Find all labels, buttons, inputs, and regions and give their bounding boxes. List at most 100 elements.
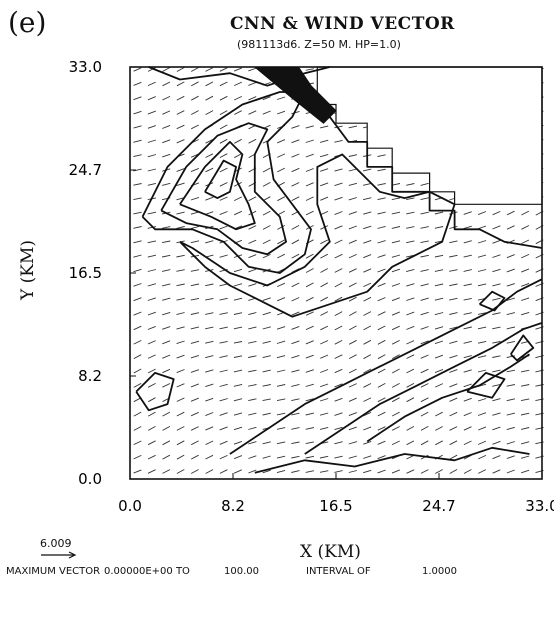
wind-vector: [463, 326, 472, 330]
wind-vector: [391, 383, 400, 388]
wind-vector: [176, 211, 185, 215]
wind-vector: [334, 168, 343, 172]
wind-vector: [334, 225, 343, 230]
wind-vector: [248, 426, 257, 430]
contour-se-low: [254, 446, 530, 474]
wind-vector: [133, 67, 142, 72]
wind-vector: [477, 369, 487, 373]
wind-vector: [506, 369, 515, 373]
wind-vector: [377, 282, 386, 287]
wind-vector: [305, 139, 314, 143]
wind-vector: [449, 340, 458, 344]
wind-vector: [348, 197, 358, 201]
wind-vector: [463, 469, 472, 474]
wind-vector: [377, 339, 386, 345]
wind-vector: [133, 283, 142, 287]
wind-vector: [521, 210, 530, 216]
wind-vector: [133, 139, 142, 143]
wind-vector: [377, 183, 386, 186]
wind-vector: [190, 326, 200, 330]
wind-vector: [435, 426, 443, 431]
wind-vector: [276, 441, 286, 445]
wind-vector: [233, 412, 243, 416]
wind-vector: [377, 368, 386, 374]
wind-vector: [449, 326, 458, 330]
wind-vector: [205, 397, 214, 402]
wind-vector: [348, 168, 358, 172]
wind-vector: [291, 354, 300, 359]
wind-vector: [406, 426, 415, 431]
wind-vector: [420, 340, 429, 345]
wind-vector: [363, 368, 372, 374]
wind-vector: [520, 441, 530, 445]
wind-vector: [492, 383, 501, 387]
wind-vector: [434, 297, 444, 301]
wind-vector: [176, 283, 185, 287]
wind-vector: [276, 469, 286, 474]
wind-vector: [162, 269, 171, 272]
wind-vector: [219, 81, 228, 87]
wind-vector: [205, 153, 214, 158]
wind-vector: [234, 95, 242, 101]
wind-vector: [305, 125, 314, 129]
wind-vector: [320, 239, 329, 245]
wind-vector: [133, 426, 142, 431]
wind-vector: [162, 368, 171, 374]
contour-nw-plume-inner: [179, 140, 256, 231]
wind-vector: [176, 67, 185, 72]
wind-vector: [219, 124, 228, 130]
wind-vector: [291, 340, 300, 345]
wind-vector: [521, 297, 530, 301]
wind-vector: [133, 368, 142, 374]
wind-vector: [233, 455, 243, 460]
wind-vector: [420, 354, 429, 359]
wind-vector: [377, 297, 386, 302]
wind-vector: [520, 427, 530, 430]
wind-vector: [176, 397, 185, 402]
wind-vector: [219, 283, 228, 287]
wind-vector: [377, 225, 386, 229]
wind-vector: [305, 383, 314, 387]
wind-vector: [477, 412, 487, 416]
wind-vector: [406, 226, 415, 229]
wind-vector: [219, 225, 228, 230]
wind-vector: [521, 225, 530, 230]
wind-vector: [406, 397, 415, 403]
wind-vector: [334, 397, 343, 402]
wind-vector: [463, 355, 472, 359]
wind-vector: [334, 268, 343, 273]
wind-vector: [348, 296, 357, 302]
x-tick-label: 33.0: [525, 497, 554, 515]
wind-vector: [520, 455, 530, 459]
wind-vector: [248, 96, 257, 101]
wind-vector: [363, 440, 372, 445]
wind-vector: [262, 441, 271, 445]
wind-vector: [176, 411, 185, 417]
wind-vector: [248, 326, 257, 330]
x-axis-label: X (KM): [300, 542, 361, 562]
wind-vector: [176, 312, 185, 316]
wind-vector: [276, 412, 286, 416]
wind-vector: [205, 326, 214, 330]
wind-vector: [334, 426, 343, 431]
wind-vector: [305, 68, 314, 71]
wind-vector: [176, 454, 185, 460]
wind-vector: [334, 441, 343, 445]
wind-vector: [492, 254, 501, 258]
wind-vector: [248, 455, 257, 459]
wind-vector: [219, 426, 228, 431]
wind-vector: [234, 81, 242, 87]
footer-interval-value: 1.0000: [422, 566, 457, 577]
wind-vector: [291, 383, 300, 387]
wind-vector: [233, 426, 243, 431]
wind-vector: [334, 282, 343, 288]
y-tick-label: 33.0: [69, 58, 102, 76]
wind-vector: [276, 110, 286, 115]
wind-vector: [478, 469, 487, 474]
wind-vector: [434, 354, 444, 359]
wind-vector: [492, 268, 501, 273]
wind-vector: [205, 167, 214, 173]
wind-vector: [348, 125, 358, 129]
wind-vector: [334, 296, 343, 302]
wind-vector: [162, 240, 171, 244]
